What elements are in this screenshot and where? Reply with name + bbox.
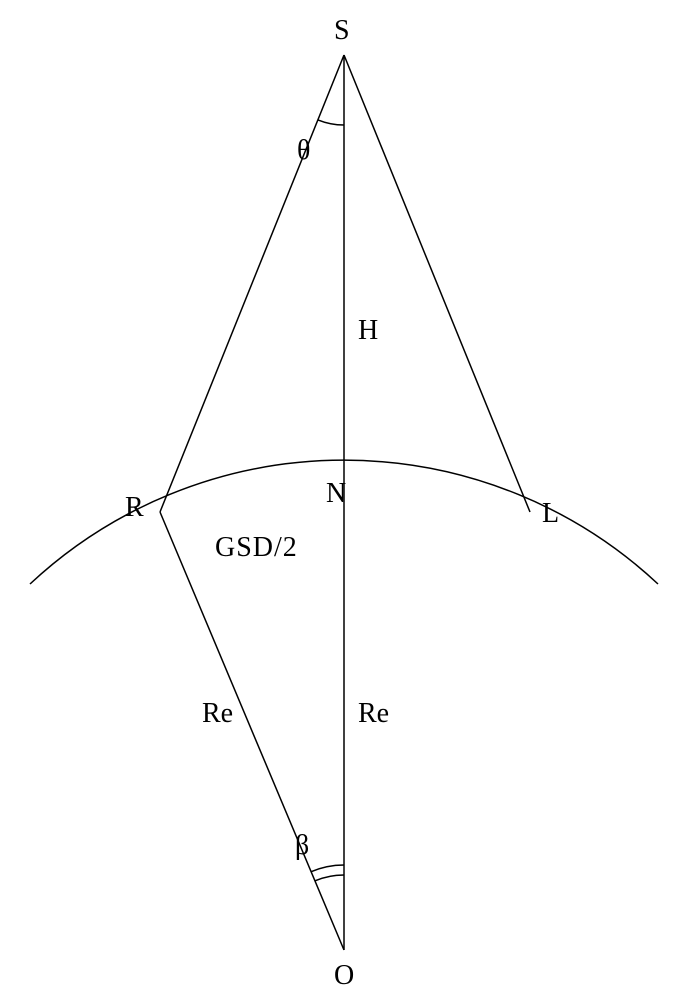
Re-right-label: Re (358, 698, 389, 730)
point-O-label: O (334, 960, 354, 992)
theta-label: θ (297, 135, 310, 167)
point-L-label: L (542, 498, 559, 530)
Re-left-label: Re (202, 698, 233, 730)
point-N-label: N (326, 478, 346, 510)
line-S-R (160, 55, 344, 512)
H-label: H (358, 315, 378, 347)
point-S-label: S (334, 15, 350, 47)
line-S-L (344, 55, 530, 512)
angle-theta-arc (318, 120, 344, 125)
point-R-label: R (125, 492, 144, 524)
GSD-label: GSD/2 (215, 532, 298, 564)
angle-beta-arc-outer (311, 865, 344, 872)
line-O-R (160, 512, 344, 950)
beta-label: β (295, 830, 309, 862)
angle-beta-arc-inner (315, 875, 344, 881)
